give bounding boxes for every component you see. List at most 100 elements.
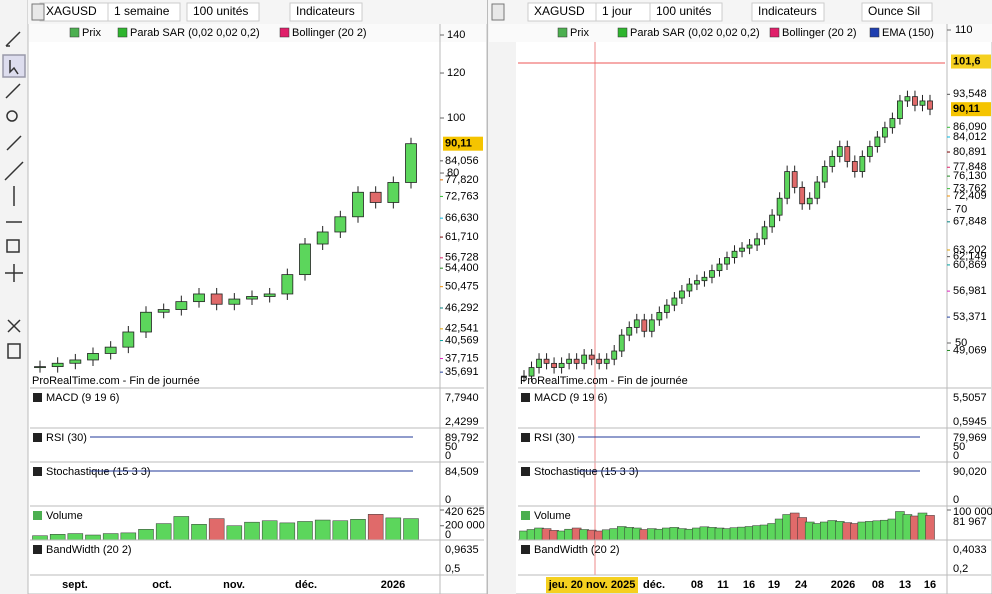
watermark: ProRealTime.com - Fin de journée [520, 375, 688, 387]
cursor-tool[interactable] [2, 54, 26, 78]
panel-title: RSI (30) [46, 432, 87, 444]
price-tick-label: 110 [955, 24, 973, 36]
panel-value-label: 0,5945 [953, 416, 987, 428]
price-tick-label: 50 [955, 337, 967, 349]
ruler-tool[interactable] [5, 83, 21, 99]
panel-swatch [33, 433, 42, 442]
volume-bar [297, 521, 313, 541]
header-icon[interactable] [31, 3, 45, 21]
candle [87, 353, 99, 361]
candle [334, 216, 347, 233]
header-period[interactable]: 1 semaine [114, 4, 170, 18]
candle [210, 293, 223, 305]
watermark: ProRealTime.com - Fin de journée [32, 375, 200, 387]
candle [551, 362, 557, 368]
right-tool-column [488, 24, 516, 594]
panel-title: Stochastique (15 3 3) [46, 466, 151, 478]
panel-swatch [33, 511, 42, 520]
panel-title: Stochastique (15 3 3) [534, 466, 639, 478]
candle [663, 304, 670, 313]
candle [648, 319, 655, 332]
volume-bar [226, 525, 243, 541]
legend-item[interactable]: Parab SAR (0,02 0,02 0,2) [130, 27, 260, 39]
x-tick-label: sept. [62, 579, 88, 591]
price-label: 90,11 [953, 103, 980, 115]
price-label: 50,475 [445, 281, 479, 293]
candle [543, 358, 550, 364]
panel-swatch [33, 467, 42, 476]
panel-value-label: 0,2 [953, 563, 968, 575]
candle [104, 346, 117, 354]
left-window [27, 0, 488, 594]
legend-item[interactable]: Prix [82, 27, 101, 39]
legend-item[interactable]: Bollinger (20 2) [292, 27, 367, 39]
header-indicators[interactable]: Indicateurs [296, 4, 355, 18]
panel-title: BandWidth (20 2) [534, 544, 620, 556]
candle [746, 244, 753, 249]
dropdown[interactable] [186, 2, 260, 22]
move-tool[interactable] [5, 264, 23, 282]
legend-item[interactable]: Prix [570, 27, 589, 39]
dropdown[interactable] [107, 2, 181, 22]
cursor-icon [9, 60, 19, 75]
candle [581, 354, 588, 364]
panel-value-label: 0 [445, 494, 451, 506]
panel-value-label: 50 [445, 441, 457, 453]
legend-swatch[interactable] [617, 27, 628, 38]
volume-bar [138, 529, 154, 541]
panel-title: BandWidth (20 2) [46, 544, 132, 556]
legend-item[interactable]: EMA (150) [882, 27, 934, 39]
legend-swatch[interactable] [117, 27, 128, 38]
pen-tool[interactable] [5, 31, 21, 47]
delete-tool[interactable] [7, 343, 21, 359]
price-label: 76,130 [953, 170, 987, 182]
candle [633, 319, 640, 328]
candle [851, 161, 858, 172]
header-instrument[interactable]: Ounce Sil [868, 4, 920, 18]
price-label: 60,869 [953, 259, 987, 271]
legend-item[interactable]: Parab SAR (0,02 0,02 0,2) [630, 27, 760, 39]
panel-value-label: 5,5057 [953, 392, 987, 404]
dropdown[interactable] [861, 2, 933, 22]
price-tick-label: 70 [955, 203, 967, 215]
tools-tool[interactable] [7, 319, 21, 333]
candle [776, 197, 783, 216]
candle [521, 375, 527, 378]
zoom-tool[interactable] [6, 110, 18, 122]
x-tick-label: 19 [768, 579, 780, 591]
legend-swatch[interactable] [557, 27, 568, 38]
header-units[interactable]: 100 unités [656, 4, 711, 18]
tools [2, 31, 26, 359]
panel-value-label: 0,4033 [953, 544, 987, 556]
legend-item[interactable]: Bollinger (20 2) [782, 27, 857, 39]
price-label: 67,848 [953, 216, 987, 228]
header-icon[interactable] [491, 3, 505, 21]
price-label: 62,149 [953, 251, 987, 263]
panel-value-label: 0 [445, 450, 451, 462]
legend-swatch[interactable] [279, 27, 290, 38]
dropdown[interactable] [649, 2, 723, 22]
header-period[interactable]: 1 jour [602, 4, 632, 18]
panel-swatch [521, 433, 530, 442]
candle [881, 127, 888, 138]
dropdown[interactable] [751, 2, 825, 22]
candle [566, 358, 573, 364]
header-indicators[interactable]: Indicateurs [758, 4, 817, 18]
volume-bar [191, 524, 207, 541]
header-symbol[interactable]: XAGUSD [534, 4, 585, 18]
legend-swatch[interactable] [869, 27, 880, 38]
dropdown[interactable] [289, 2, 363, 22]
price-label: 35,691 [445, 366, 479, 378]
header-units[interactable]: 100 unités [193, 4, 248, 18]
line-tool[interactable] [4, 161, 24, 181]
header-symbol[interactable]: XAGUSD [46, 4, 97, 18]
candle [912, 96, 918, 106]
text-tool[interactable] [6, 239, 20, 253]
legend-bar [489, 24, 992, 42]
legend-swatch[interactable] [769, 27, 780, 38]
segment-tool[interactable] [6, 135, 22, 151]
candle [671, 297, 678, 306]
legend-swatch[interactable] [69, 27, 80, 38]
price-label: 46,292 [445, 302, 479, 314]
